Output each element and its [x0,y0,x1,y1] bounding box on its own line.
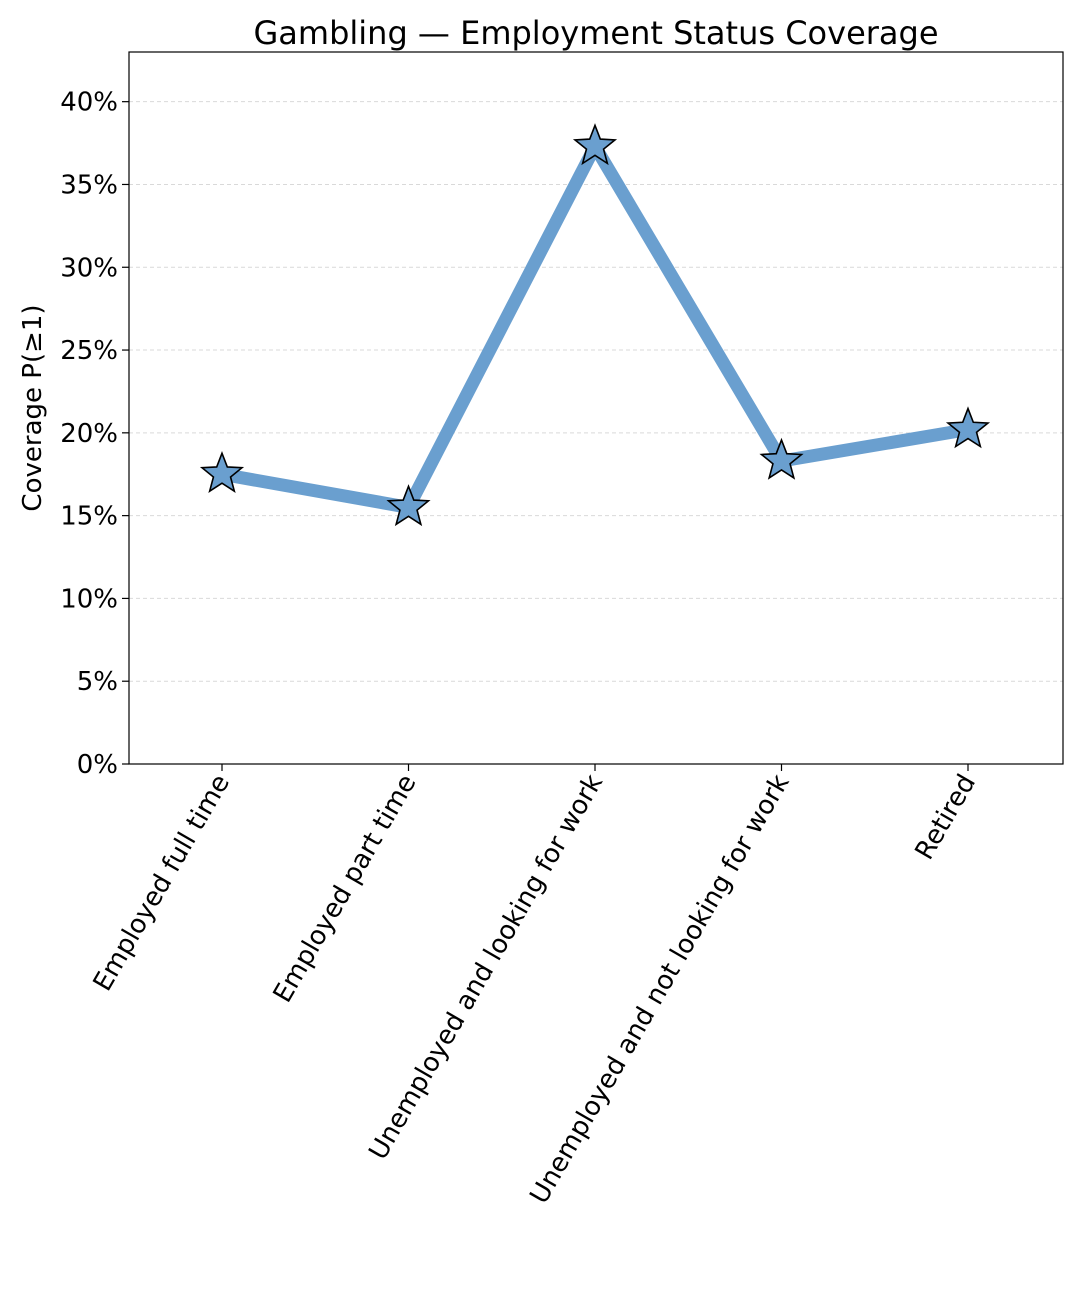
x-tick-label: Retired [910,770,982,865]
y-tick-label: 20% [60,419,118,449]
data-point-star [386,484,431,527]
series-markers [199,123,991,527]
data-point-star [759,437,804,480]
data-point-star [199,451,245,494]
y-tick-label: 10% [60,584,118,614]
series-polyline [220,132,970,515]
x-tick-label: Employed full time [88,770,236,997]
y-tick-label: 15% [60,502,118,532]
data-point-star [572,123,618,166]
x-tick-label: Employed part time [268,770,423,1008]
series-line [220,132,970,515]
y-axis-label: Coverage P(≥1) [18,304,48,511]
x-axis: Employed full time Employed part timeUnem… [88,764,982,1209]
y-tick-label: 25% [60,336,118,366]
y-tick-label: 5% [77,667,118,697]
y-tick-label: 0% [77,750,118,780]
y-tick-label: 40% [60,88,118,118]
gridlines [129,101,1063,682]
y-tick-label: 30% [60,253,118,283]
y-axis: 0% 5% 10% 15% 20% 25% 30% 35% 40% [60,88,129,780]
y-tick-label: 35% [60,170,118,200]
chart-title: Gambling — Employment Status Coverage [253,14,938,52]
x-tick-label: Unemployed and looking for work [363,770,609,1165]
plot-frame [128,51,1064,765]
data-point-star [945,406,991,449]
